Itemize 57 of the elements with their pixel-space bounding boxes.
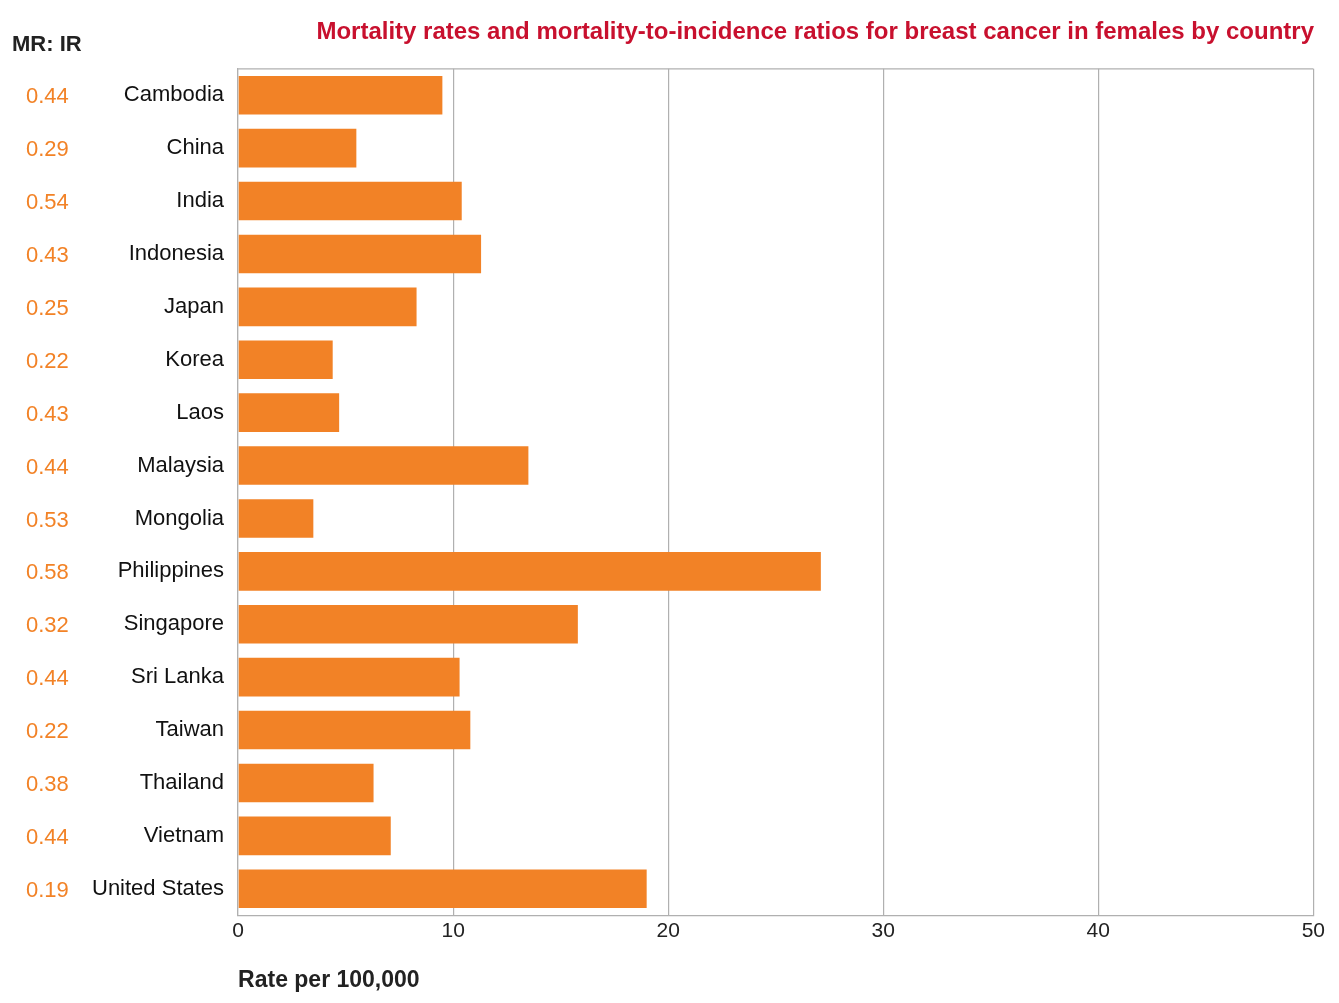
text: 0.22 (26, 347, 69, 373)
bar (238, 446, 529, 485)
text: 0.29 (26, 136, 69, 162)
y-tick-label: Thailand (139, 769, 225, 795)
y-tick-label: China (166, 134, 225, 160)
text: 0.44 (26, 823, 69, 849)
y-tick-label: Philippines (117, 557, 225, 583)
bar (238, 552, 821, 591)
y-tick-label: Laos (176, 398, 225, 424)
bar (238, 869, 647, 909)
bar (238, 340, 333, 380)
text: 0.44 (26, 83, 69, 109)
text: 0.25 (26, 294, 69, 320)
text: 0.38 (26, 771, 69, 797)
text: 0.53 (26, 506, 69, 532)
x-tick-label: 50 (1301, 917, 1325, 941)
x-tick-label: 20 (656, 917, 680, 941)
text: 0.43 (26, 242, 69, 268)
x-tick-label: 40 (1086, 917, 1110, 941)
y-tick-label: Singapore (123, 610, 225, 636)
text: MR: IR (12, 30, 82, 56)
y-tick-label: India (176, 187, 225, 213)
y-tick-label: Korea (165, 345, 225, 371)
y-tick-label: Taiwan (155, 716, 225, 742)
bar (238, 657, 460, 697)
y-tick-label: Japan (164, 292, 225, 318)
y-tick-label: Malaysia (137, 451, 225, 477)
y-tick-label: Indonesia (128, 240, 225, 266)
x-axis-title: Rate per 100,000 (238, 965, 420, 992)
bar (238, 128, 357, 168)
bar (238, 287, 417, 327)
bar (238, 181, 462, 221)
y-tick-label: United States (92, 874, 225, 900)
bar (238, 499, 314, 538)
chart-title: Mortality rates and mortality-to-incidence ratios for breast cancer in females by country (316, 17, 1315, 45)
bar (238, 234, 482, 274)
bar (238, 75, 443, 115)
text: 0.22 (26, 718, 69, 744)
x-tick-label: 10 (441, 917, 465, 941)
y-tick-label: Sri Lanka (131, 663, 225, 689)
x-tick-label: 0 (232, 917, 244, 941)
x-tick-label: 30 (871, 917, 895, 941)
text: 0.43 (26, 400, 69, 426)
bar (238, 710, 471, 750)
text: 0.19 (26, 876, 69, 902)
text: 0.44 (26, 453, 69, 479)
bar (238, 604, 578, 644)
text: 0.54 (26, 189, 69, 215)
bar (238, 763, 374, 803)
text: 0.32 (26, 612, 69, 638)
y-tick-label: Mongolia (134, 504, 225, 530)
y-tick-label: Vietnam (143, 821, 225, 847)
text: 0.44 (26, 665, 69, 691)
bar (238, 816, 391, 856)
text: 0.58 (26, 559, 69, 585)
y-tick-label: Cambodia (123, 81, 225, 107)
bar (238, 393, 340, 432)
